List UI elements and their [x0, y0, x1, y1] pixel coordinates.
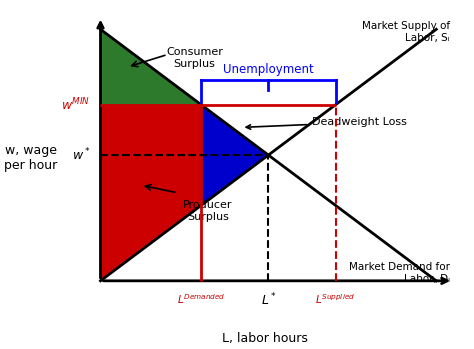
Text: $L^*$: $L^*$: [261, 292, 276, 309]
Text: $w^*$: $w^*$: [72, 147, 91, 163]
Text: $w^{MIN}$: $w^{MIN}$: [61, 96, 91, 113]
Polygon shape: [201, 105, 268, 205]
Text: Consumer
Surplus: Consumer Surplus: [166, 47, 223, 68]
Polygon shape: [100, 29, 201, 105]
Text: Unemployment: Unemployment: [223, 63, 314, 76]
Y-axis label: w, wage
per hour: w, wage per hour: [4, 143, 57, 172]
Text: Deadweight Loss: Deadweight Loss: [246, 117, 407, 129]
Polygon shape: [100, 105, 201, 281]
Text: $L^{Supplied}$: $L^{Supplied}$: [316, 292, 356, 306]
Text: Producer
Surplus: Producer Surplus: [183, 200, 233, 222]
Text: $L^{Demanded}$: $L^{Demanded}$: [177, 292, 226, 306]
Text: Market Supply of
Labor, Sₗ: Market Supply of Labor, Sₗ: [362, 21, 450, 43]
X-axis label: L, labor hours: L, labor hours: [222, 332, 308, 345]
Text: Market Demand for
Labor, Dₗ: Market Demand for Labor, Dₗ: [349, 262, 450, 284]
